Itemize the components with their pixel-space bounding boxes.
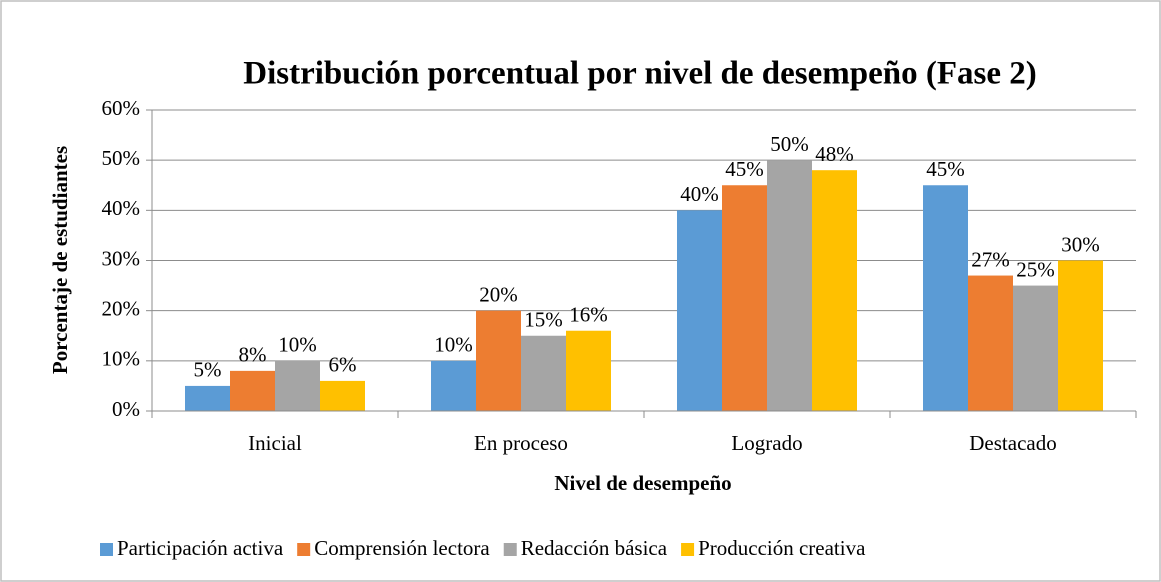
bar xyxy=(476,310,521,411)
bar xyxy=(812,170,857,411)
bar xyxy=(677,210,722,411)
x-tick-label: Destacado xyxy=(969,431,1056,455)
data-label: 6% xyxy=(329,353,357,377)
x-axis-label: Nivel de desempeño xyxy=(554,471,731,495)
data-label: 10% xyxy=(434,333,473,357)
legend-label: Producción creativa xyxy=(698,536,866,560)
y-tick-label: 40% xyxy=(102,196,141,220)
bar xyxy=(968,275,1013,411)
bar xyxy=(1013,285,1058,411)
legend-marker xyxy=(100,543,113,556)
bar xyxy=(230,370,275,411)
bar xyxy=(521,335,566,411)
y-tick-label: 30% xyxy=(102,246,141,270)
bar xyxy=(275,360,320,411)
bar xyxy=(185,385,230,411)
y-tick-label: 0% xyxy=(112,397,140,421)
data-label: 16% xyxy=(569,303,608,327)
data-label: 5% xyxy=(194,358,222,382)
bar xyxy=(1058,260,1103,411)
bar xyxy=(722,185,767,411)
y-tick-label: 60% xyxy=(102,96,141,120)
data-label: 25% xyxy=(1016,257,1055,281)
data-label: 45% xyxy=(725,157,764,181)
x-tick-label: Inicial xyxy=(248,431,302,455)
data-label: 40% xyxy=(680,182,719,206)
data-label: 8% xyxy=(239,343,267,367)
data-label: 50% xyxy=(770,132,809,156)
y-tick-label: 50% xyxy=(102,146,141,170)
bar xyxy=(767,160,812,411)
x-tick-label: En proceso xyxy=(474,431,568,455)
bar xyxy=(320,380,365,411)
data-label: 10% xyxy=(278,333,317,357)
data-label: 48% xyxy=(815,142,854,166)
y-tick-label: 20% xyxy=(102,296,141,320)
legend-label: Comprensión lectora xyxy=(314,536,490,560)
data-label: 30% xyxy=(1061,232,1100,256)
legend-marker xyxy=(681,543,695,556)
data-label: 20% xyxy=(479,282,518,306)
legend-marker xyxy=(503,543,517,556)
x-tick-label: Logrado xyxy=(731,431,802,455)
bar xyxy=(923,185,968,411)
legend-marker xyxy=(297,543,311,556)
bar xyxy=(431,360,476,411)
y-tick-label: 10% xyxy=(102,347,141,371)
legend-label: Redacción básica xyxy=(521,536,668,560)
bar xyxy=(566,330,611,411)
y-axis-label: Porcentaje de estudiantes xyxy=(48,146,72,374)
data-label: 45% xyxy=(926,157,965,181)
chart-title: Distribución porcentual por nivel de des… xyxy=(243,56,1037,92)
data-label: 27% xyxy=(971,247,1010,271)
legend-label: Participación activa xyxy=(117,536,284,560)
data-label: 15% xyxy=(524,308,563,332)
